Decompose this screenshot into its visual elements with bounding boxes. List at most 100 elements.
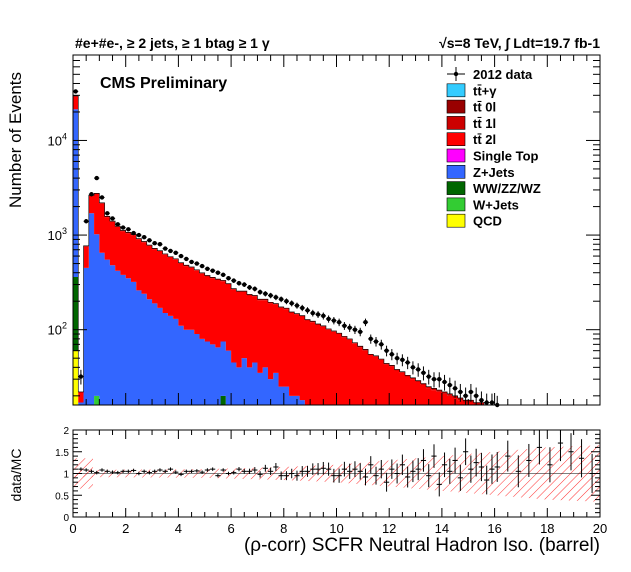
data-point	[210, 268, 215, 273]
data-point	[147, 238, 152, 243]
data-point	[452, 386, 458, 391]
data-point	[384, 348, 389, 353]
data-point	[194, 261, 200, 266]
data-point	[189, 259, 194, 265]
data-point	[131, 230, 136, 236]
data-point	[447, 382, 453, 388]
x-tick-label: 0	[69, 521, 76, 536]
data-point	[231, 278, 236, 283]
stack-outline	[73, 95, 495, 405]
y-axis-label: Number of Events	[6, 72, 25, 208]
data-point	[468, 389, 474, 395]
data-point	[400, 357, 405, 363]
data-point	[437, 376, 442, 382]
x-tick-label: 2	[122, 521, 129, 536]
data-point	[184, 256, 189, 262]
x-axis-label: (ρ-corr) SCFR Neutral Hadron Iso. (barre…	[244, 535, 600, 556]
data-point	[120, 225, 126, 230]
ratio-y-tick-label: 1	[63, 470, 69, 481]
data-point	[83, 219, 89, 224]
data-points	[73, 89, 500, 408]
data-point	[394, 355, 400, 361]
legend-swatch	[446, 83, 466, 98]
main-axes: 102 103 104	[48, 54, 601, 405]
data-point	[389, 352, 395, 357]
data-point	[336, 320, 342, 325]
data-point	[242, 282, 247, 287]
data-point	[163, 246, 168, 251]
data-point	[126, 227, 131, 232]
data-point	[379, 342, 384, 347]
data-point	[205, 266, 210, 272]
stack-qcd	[73, 350, 79, 405]
legend-label: tt̄ 2l	[473, 132, 496, 147]
ratio-y-label: data/MC	[8, 449, 24, 502]
legend-swatch	[446, 197, 466, 212]
legend-label: tt̄ 1l	[473, 116, 496, 131]
legend-swatch	[446, 181, 466, 195]
x-tick-label: 12	[382, 521, 396, 536]
data-point	[410, 365, 416, 370]
data-point	[173, 250, 178, 255]
data-point	[321, 313, 326, 319]
data-point	[247, 285, 252, 290]
stack-z-jets	[73, 109, 305, 405]
legend-swatch	[446, 132, 466, 146]
data-point	[405, 360, 410, 365]
data-point	[110, 216, 115, 221]
data-point	[105, 211, 110, 216]
data-point	[458, 389, 463, 395]
data-point	[199, 263, 205, 269]
data-point	[426, 374, 431, 379]
legend-label: W+Jets	[473, 197, 519, 212]
data-point	[300, 305, 305, 311]
y-tick-label: 104	[48, 131, 67, 148]
legend-swatch	[446, 165, 466, 179]
x-tick-label: 16	[487, 521, 501, 536]
data-point	[352, 327, 358, 332]
data-point	[236, 280, 242, 286]
legend-label: 2012 data	[473, 67, 533, 82]
data-point	[331, 318, 337, 323]
data-point	[152, 241, 157, 246]
data-point	[73, 89, 78, 94]
data-point	[368, 336, 373, 342]
legend-label: WW/ZZ/WZ	[473, 181, 541, 196]
legend-label: QCD	[473, 214, 502, 229]
legend-marker-dot	[453, 71, 459, 77]
data-point	[442, 379, 447, 385]
x-tick-label: 4	[175, 521, 182, 536]
data-point	[168, 248, 173, 254]
data-point	[373, 339, 379, 344]
x-tick-label: 18	[540, 521, 554, 536]
data-point	[263, 291, 268, 296]
y-tick-label: 103	[48, 226, 67, 243]
stack-tt-2l	[73, 96, 485, 405]
ratio-y-tick-label: 0.5	[55, 491, 69, 502]
data-point	[463, 393, 468, 399]
data-point	[226, 276, 231, 281]
ratio-y-tick-label: 2	[63, 426, 69, 437]
data-point	[415, 367, 421, 372]
stack-w-jets	[94, 395, 100, 405]
data-point	[278, 297, 284, 302]
data-point	[141, 234, 147, 240]
x-tick-label: 8	[280, 521, 287, 536]
ratio-y-tick-label: 0	[63, 513, 69, 524]
data-point	[136, 232, 142, 238]
data-point	[115, 222, 120, 227]
data-point	[421, 370, 426, 376]
legend-label: tt̄+γ	[473, 83, 497, 98]
data-point	[78, 374, 84, 379]
data-point	[178, 253, 184, 259]
legend-swatch	[446, 148, 466, 163]
data-point	[431, 376, 437, 382]
data-point	[484, 400, 489, 405]
legend-label: Z+Jets	[473, 165, 515, 180]
legend-swatch	[446, 213, 466, 228]
ratio-plot-area	[73, 430, 600, 502]
data-point	[268, 293, 273, 298]
data-point	[157, 242, 163, 247]
ratio-axes: 0 2 4 6 8 10 12 14 16 18 20 0 0.5 1 1.5 2	[55, 426, 607, 536]
header-right: √s=8 TeV, ∫ Ldt=19.7 fb-1	[439, 35, 600, 52]
